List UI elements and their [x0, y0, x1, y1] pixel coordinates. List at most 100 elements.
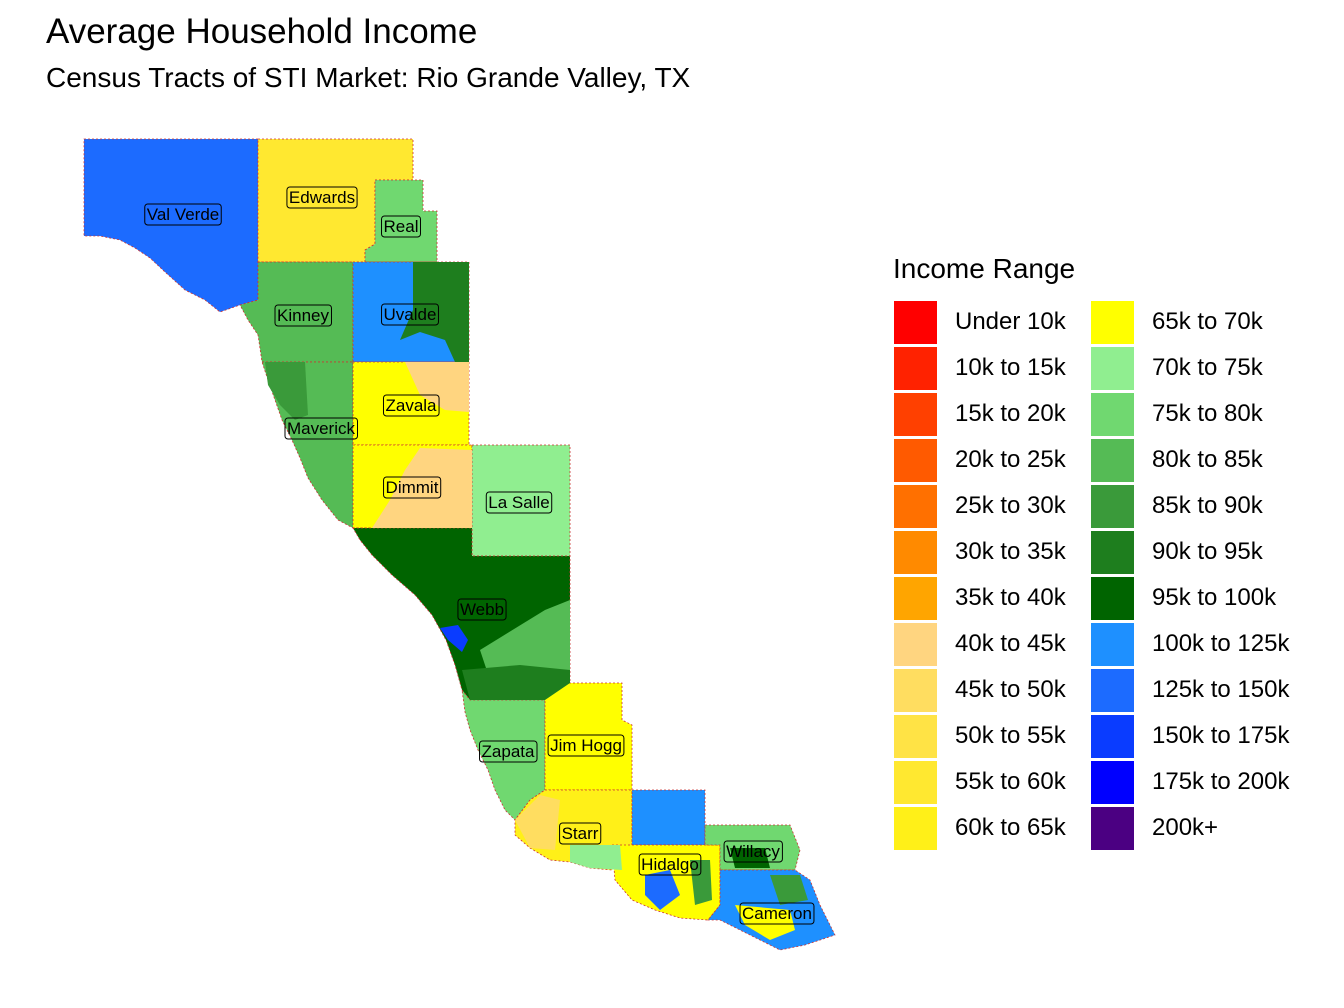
legend-label: 175k to 200k	[1152, 768, 1290, 795]
tract-webb-blue	[440, 625, 468, 652]
legend-label: 40k to 45k	[955, 630, 1066, 657]
svg-text:La Salle: La Salle	[488, 493, 549, 512]
svg-text:Willacy: Willacy	[726, 842, 780, 861]
legend-swatch	[1091, 301, 1134, 344]
legend-label: 35k to 40k	[955, 584, 1066, 611]
legend-swatch	[894, 715, 937, 758]
legend-swatch	[894, 531, 937, 574]
legend-swatch	[1091, 439, 1134, 482]
tract-webb-dark2	[462, 665, 570, 700]
tract-cameron-yellow	[735, 905, 795, 940]
legend-swatch	[1091, 807, 1134, 850]
svg-text:Val Verde: Val Verde	[147, 205, 219, 224]
choropleth-map: Val Verde Edwards Real Kinney Uvalde Zavala Ma…	[83, 138, 836, 951]
svg-text:Starr: Starr	[562, 824, 599, 843]
legend-swatch	[1091, 485, 1134, 528]
tract-willacy-dark	[730, 848, 770, 868]
tract-hidalgo-green	[690, 860, 712, 905]
legend-swatch	[1091, 577, 1134, 620]
county-label-starr: Starr	[559, 822, 602, 845]
svg-text:Maverick: Maverick	[287, 419, 356, 438]
map-title: Average Household Income	[46, 12, 478, 51]
svg-text:Dimmit: Dimmit	[386, 478, 439, 497]
tract-cameron-green	[770, 875, 808, 905]
tract-hidalgo-blue	[645, 870, 680, 910]
legend-label: 55k to 60k	[955, 768, 1066, 795]
county-label-zapata: Zapata	[479, 740, 538, 763]
county-labels: Val Verde Edwards Real Kinney Uvalde Zavala Ma…	[144, 186, 815, 925]
legend-label: 60k to 65k	[955, 814, 1066, 841]
county-label-kinney: Kinney	[274, 304, 332, 327]
legend-label: Under 10k	[955, 308, 1066, 335]
tract-starr-green	[570, 845, 622, 870]
svg-text:Hidalgo: Hidalgo	[641, 855, 699, 874]
svg-text:Jim Hogg: Jim Hogg	[550, 736, 622, 755]
legend-label: 80k to 85k	[1152, 446, 1263, 473]
legend-swatch	[1091, 393, 1134, 436]
legend-label: 15k to 20k	[955, 400, 1066, 427]
legend-swatch	[1091, 347, 1134, 390]
tract-uvalde-dark	[400, 262, 469, 362]
county-label-jim-hogg: Jim Hogg	[547, 734, 625, 757]
county-label-hidalgo: Hidalgo	[638, 853, 702, 876]
legend-label: 30k to 35k	[955, 538, 1066, 565]
county-label-val-verde: Val Verde	[144, 203, 222, 226]
legend-label: 70k to 75k	[1152, 354, 1263, 381]
county-label-maverick: Maverick	[284, 417, 359, 440]
legend-swatch	[894, 485, 937, 528]
svg-text:Edwards: Edwards	[289, 188, 355, 207]
county-label-real: Real	[381, 215, 421, 238]
county-label-webb: Webb	[457, 598, 507, 621]
county-label-uvalde: Uvalde	[381, 303, 439, 326]
svg-text:Zavala: Zavala	[385, 396, 437, 415]
legend-swatch	[1091, 531, 1134, 574]
legend-swatch	[1091, 669, 1134, 712]
legend-label: 200k+	[1152, 814, 1219, 841]
legend-swatch	[1091, 761, 1134, 804]
legend-swatch	[1091, 623, 1134, 666]
legend-swatch	[894, 301, 937, 344]
legend-label: 20k to 25k	[955, 446, 1066, 473]
legend-title: Income Range	[893, 253, 1076, 284]
county-label-willacy: Willacy	[723, 840, 783, 863]
county-willacy[interactable]	[704, 824, 801, 871]
legend-label: 25k to 30k	[955, 492, 1066, 519]
tract-dimmit-tan	[372, 448, 472, 528]
legend-swatch	[1091, 715, 1134, 758]
svg-text:Kinney: Kinney	[277, 306, 329, 325]
legend-label: 95k to 100k	[1152, 584, 1277, 611]
legend-swatch	[894, 761, 937, 804]
legend-label: 10k to 15k	[955, 354, 1066, 381]
legend-label: 75k to 80k	[1152, 400, 1263, 427]
legend-label: 150k to 175k	[1152, 722, 1290, 749]
legend-swatch	[894, 577, 937, 620]
svg-text:Zapata: Zapata	[482, 742, 535, 761]
legend-swatch	[894, 439, 937, 482]
map-subtitle: Census Tracts of STI Market: Rio Grande …	[46, 62, 691, 93]
county-label-la-salle: La Salle	[485, 491, 553, 514]
legend-label: 45k to 50k	[955, 676, 1066, 703]
legend-label: 85k to 90k	[1152, 492, 1263, 519]
tract-starr-tan	[515, 795, 560, 850]
county-label-dimmit: Dimmit	[383, 476, 442, 499]
legend-swatch	[894, 393, 937, 436]
county-zapata[interactable]	[461, 688, 546, 821]
county-brooks[interactable]	[631, 789, 706, 846]
county-label-zavala: Zavala	[382, 394, 440, 417]
legend-label: 125k to 150k	[1152, 676, 1290, 703]
tract-kinney-dark	[265, 362, 308, 420]
legend-label: 100k to 125k	[1152, 630, 1290, 657]
legend-label: 65k to 70k	[1152, 308, 1263, 335]
legend-label: 50k to 55k	[955, 722, 1066, 749]
legend-label: 90k to 95k	[1152, 538, 1263, 565]
svg-text:Real: Real	[384, 217, 419, 236]
county-label-edwards: Edwards	[286, 186, 358, 209]
legend-swatch	[894, 669, 937, 712]
svg-text:Uvalde: Uvalde	[384, 305, 437, 324]
county-jim-hogg[interactable]	[544, 682, 633, 791]
county-label-cameron: Cameron	[739, 902, 815, 925]
legend-swatch	[894, 807, 937, 850]
svg-text:Cameron: Cameron	[742, 904, 812, 923]
svg-text:Webb: Webb	[460, 600, 504, 619]
tract-zavala-tan	[405, 362, 469, 412]
